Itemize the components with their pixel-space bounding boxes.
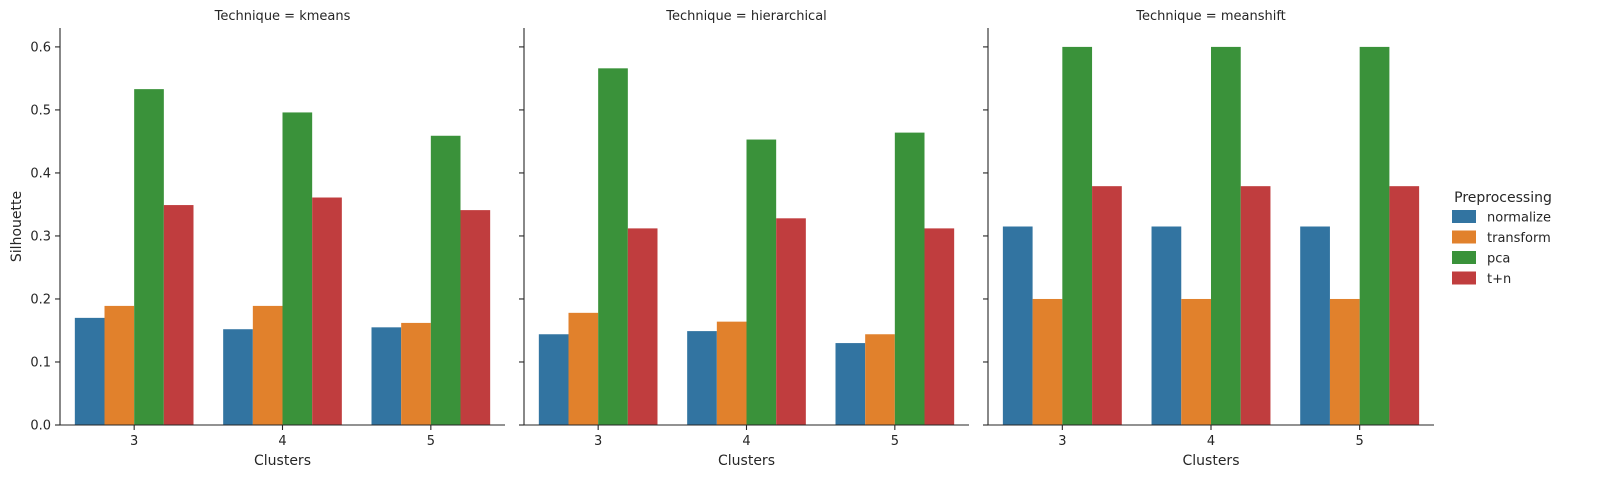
x-tick-label: 4 (1207, 434, 1215, 449)
bar-normalize-5 (1300, 226, 1330, 425)
legend-swatch (1452, 251, 1476, 264)
panel-title: Technique = meanshift (1135, 9, 1286, 24)
bar-transform-4 (252, 305, 283, 425)
panel-title: Technique = kmeans (214, 9, 351, 24)
y-tick-label: 0.3 (30, 229, 51, 244)
bar-normalize-5 (835, 343, 866, 425)
x-tick-label: 3 (1058, 434, 1066, 449)
bar-t-n-5 (460, 210, 491, 425)
x-tick-label: 4 (742, 434, 750, 449)
legend-item-pca: pca (1452, 251, 1510, 267)
x-tick-label: 5 (1356, 434, 1364, 449)
legend-label: normalize (1487, 211, 1551, 226)
bar-normalize-4 (687, 331, 717, 425)
bar-pca-4 (282, 112, 313, 425)
bar-t-n-5 (924, 228, 955, 425)
bar-t-n-3 (1092, 186, 1122, 425)
bar-t-n-5 (1389, 186, 1420, 425)
y-tick-label: 0.6 (30, 40, 51, 55)
bar-pca-5 (430, 135, 461, 425)
legend-swatch (1452, 271, 1476, 285)
facet-panel-2: Technique = meanshift 3 4 5 Clusters (983, 9, 1434, 469)
legend-title: Preprocessing (1454, 190, 1552, 206)
y-tick-label: 0.4 (30, 166, 51, 181)
bar-transform-4 (1181, 298, 1211, 425)
x-tick-label: 3 (130, 434, 138, 449)
legend-swatch (1452, 210, 1476, 223)
bar-pca-3 (598, 68, 628, 425)
bar-pca-5 (1359, 46, 1390, 426)
bar-normalize-3 (1002, 226, 1033, 425)
x-axis-label: Clusters (1183, 453, 1240, 469)
y-tick-label: 0.0 (30, 419, 51, 434)
y-tick-label: 0.5 (30, 103, 51, 118)
bar-transform-5 (401, 322, 431, 425)
panel-title: Technique = hierarchical (665, 9, 827, 24)
x-tick-label: 5 (427, 434, 435, 449)
y-axis-label: Silhouette (9, 191, 25, 262)
bar-pca-3 (134, 89, 164, 425)
bar-normalize-3 (538, 334, 569, 425)
bar-pca-4 (1211, 46, 1241, 426)
legend-label: pca (1487, 252, 1510, 267)
bar-t-n-4 (1240, 186, 1271, 425)
y-tick-label: 0.1 (30, 355, 51, 370)
bar-transform-3 (104, 305, 135, 425)
bar-transform-4 (716, 321, 747, 425)
bar-normalize-4 (1151, 226, 1182, 425)
x-tick-label: 5 (891, 434, 899, 449)
bar-normalize-3 (74, 317, 105, 425)
y-tick-label: 0.2 (30, 292, 51, 307)
facet-panel-1: Technique = hierarchical 3 4 5 Clusters (519, 9, 969, 469)
panels: Technique = kmeans 3 4 5 Clusters 0.0 0.1 0.2 0.… (9, 9, 1434, 469)
x-tick-label: 3 (594, 434, 602, 449)
bar-t-n-3 (627, 228, 658, 425)
bar-transform-3 (1032, 298, 1063, 425)
legend-label: transform (1487, 231, 1551, 246)
bar-normalize-5 (371, 327, 402, 425)
facet-panel-0: Technique = kmeans 3 4 5 Clusters 0.0 0.1 0.2 0.… (9, 9, 505, 469)
legend-item-normalize: normalize (1452, 210, 1551, 226)
legend-item-transform: transform (1452, 230, 1551, 246)
bar-t-n-3 (163, 205, 194, 425)
bar-pca-3 (1062, 46, 1093, 426)
bar-t-n-4 (312, 197, 342, 425)
legend-item-t-n: t+n (1452, 271, 1511, 287)
legend-swatch (1452, 230, 1476, 244)
legend-label: t+n (1487, 272, 1511, 287)
x-axis-label: Clusters (254, 453, 311, 469)
bar-transform-5 (865, 334, 895, 425)
bar-normalize-4 (223, 329, 253, 425)
legend: Preprocessing normalize transform pca t+n (1452, 190, 1552, 287)
x-axis-label: Clusters (718, 453, 775, 469)
bar-t-n-4 (776, 218, 806, 425)
bar-transform-3 (568, 312, 599, 425)
bar-pca-5 (894, 132, 925, 426)
bar-pca-4 (746, 139, 777, 426)
x-tick-label: 4 (278, 434, 286, 449)
bar-transform-5 (1329, 298, 1360, 425)
